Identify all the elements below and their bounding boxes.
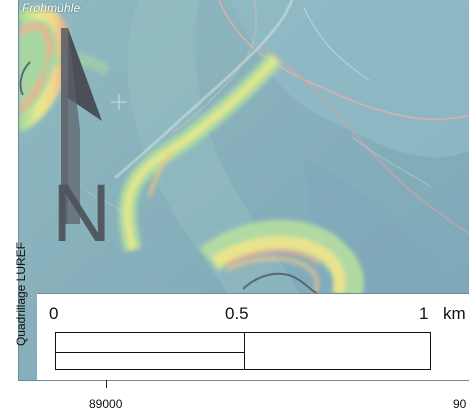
scale-unit: km bbox=[443, 304, 466, 323]
hillshade-line bbox=[351, 136, 432, 188]
north-arrow-letter: N bbox=[52, 168, 111, 259]
hillshade-line bbox=[84, 190, 126, 213]
north-arrow-shaft bbox=[61, 28, 68, 224]
north-arrow-head bbox=[68, 28, 102, 121]
terrain-patch bbox=[127, 0, 350, 380]
scale-label-mid: 0.5 bbox=[225, 304, 249, 323]
road-line bbox=[114, 0, 294, 180]
map-canvas[interactable]: Frohmühle N 0 0.5 1 km bbox=[18, 0, 469, 381]
hillshade-line bbox=[303, 7, 370, 81]
road-line bbox=[260, 44, 469, 235]
scale-label-zero: 0 bbox=[49, 304, 59, 323]
scale-label-end: 1 bbox=[419, 304, 429, 323]
x-axis-tick-label: 90 bbox=[453, 397, 467, 411]
x-axis-tick-label: 89000 bbox=[89, 397, 123, 411]
road-line bbox=[218, 0, 469, 121]
scale-bar bbox=[55, 332, 431, 370]
scale-half-divider bbox=[56, 352, 245, 353]
road-line bbox=[172, 0, 257, 133]
place-label-frohmuehle: Frohmühle bbox=[22, 1, 81, 15]
stream-line bbox=[19, 61, 31, 96]
north-arrow: N bbox=[52, 28, 127, 259]
y-axis-label: Quadrillage LUREF bbox=[14, 241, 28, 347]
north-arrow-body bbox=[68, 28, 80, 224]
scalebar-panel: 0 0.5 1 km bbox=[37, 293, 469, 380]
scale-mid-divider bbox=[244, 333, 245, 370]
x-axis-tick bbox=[106, 380, 107, 388]
coordinate-cross-icon bbox=[111, 94, 127, 110]
stream-line bbox=[242, 272, 318, 294]
